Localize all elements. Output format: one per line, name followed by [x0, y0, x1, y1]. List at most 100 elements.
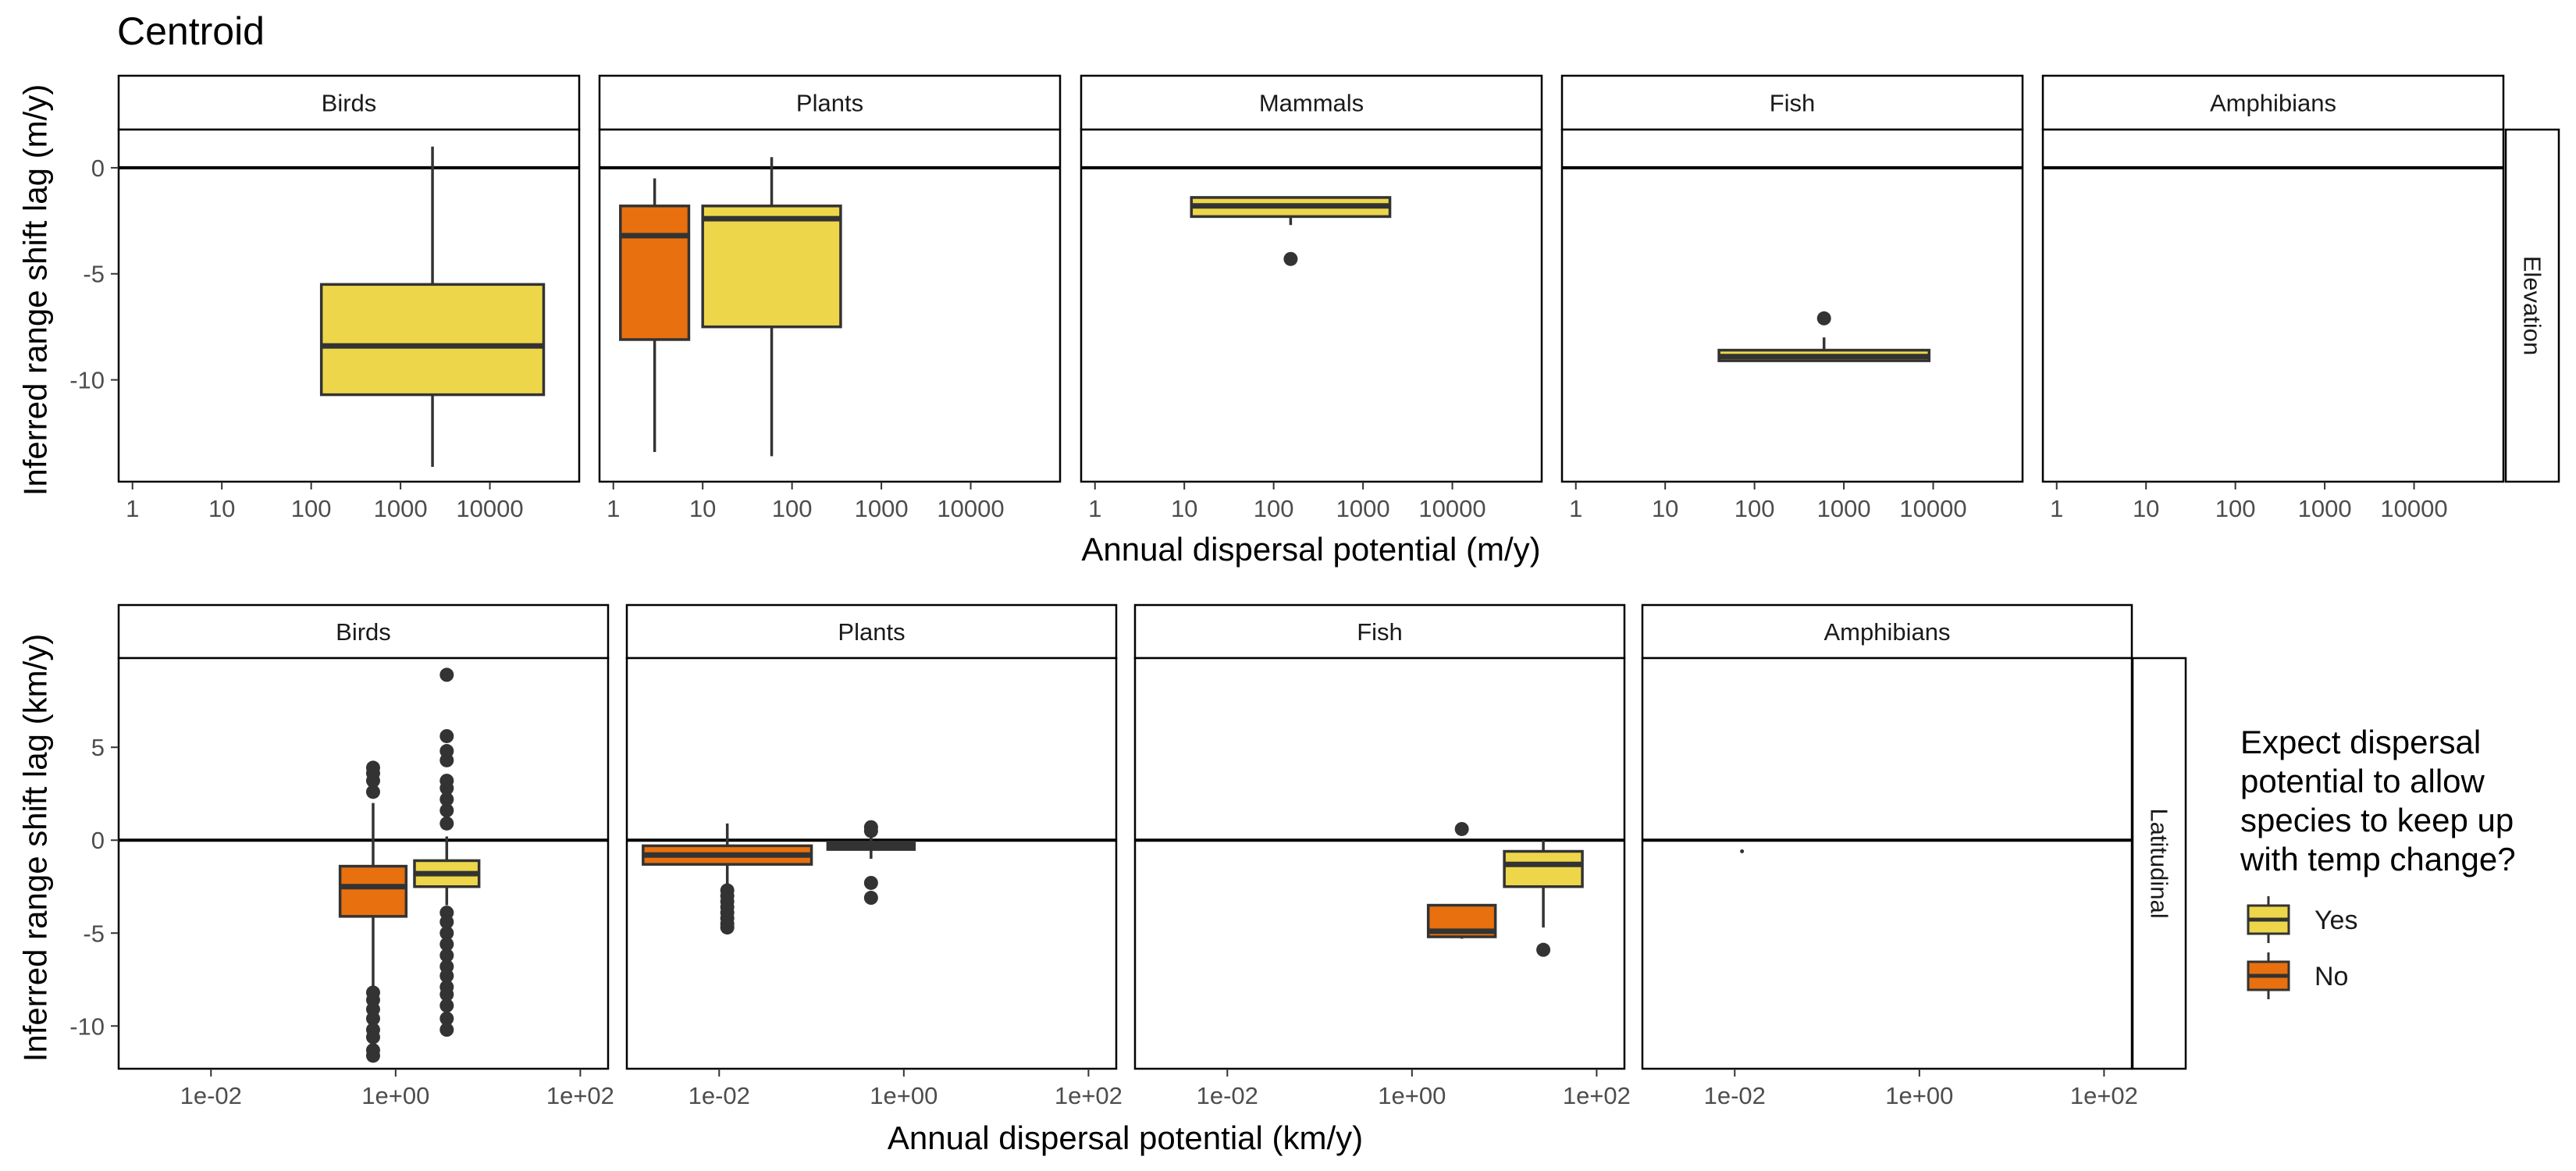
x-tick-label: 1e+00 [870, 1082, 938, 1109]
y-tick-label: -5 [83, 920, 105, 947]
outlier-point [439, 816, 454, 831]
facet-strip-label: Birds [336, 618, 391, 646]
outlier-point [1283, 251, 1298, 266]
box-yes [1190, 196, 1392, 266]
elevation-chart: Birds 1 10 100 1000 10000 0 -5 -10 Plants 1 10 100 10… [17, 74, 2560, 568]
outlier-point [439, 792, 454, 806]
outlier-point [365, 1011, 380, 1026]
outlier-point [439, 753, 454, 767]
outlier-point [439, 968, 454, 983]
x-tick-label: 1e-02 [1197, 1082, 1258, 1109]
plot-area [2041, 128, 2505, 483]
outlier-point [439, 1011, 454, 1026]
x-tick-label: 1 [607, 495, 620, 522]
x-tick-label: 1 [126, 495, 139, 522]
row-strip-label: Latitudinal [2146, 808, 2173, 918]
row-strip [2131, 657, 2187, 1070]
outlier-point [439, 781, 454, 795]
box-no [338, 760, 408, 1063]
outlier-point [365, 760, 380, 775]
x-tick-label: 1 [1088, 495, 1101, 522]
x-axis-title: Annual dispersal potential (m/y) [1081, 531, 1540, 568]
outlier-point [365, 1048, 380, 1063]
x-tick-label: 1000 [855, 495, 909, 522]
x-tick-label: 1000 [2298, 495, 2352, 522]
x-tick-label: 10 [2133, 495, 2159, 522]
outlier-point [439, 728, 454, 743]
x-tick-label: 10 [689, 495, 716, 522]
facet-strip-label: Fish [1770, 90, 1816, 117]
facet-strip [598, 74, 1062, 131]
facet-panel-plants: Plants 1e-02 1e+00 1e+02 [625, 603, 1123, 1109]
outlier-point [1816, 311, 1831, 326]
legend-title-line: species to keep up [2240, 802, 2514, 838]
facet-panel-plants: Plants 1 10 100 1000 10000 [598, 74, 1062, 522]
legend-item-label: Yes [2314, 906, 2357, 935]
plot-area [1080, 128, 1543, 483]
box-yes [319, 146, 546, 467]
figure-title: Centroid [117, 9, 265, 53]
facet-strip-label: Mammals [1259, 90, 1364, 117]
box-yes [413, 667, 481, 1038]
y-tick-label: -5 [83, 261, 105, 288]
outlier-point [439, 987, 454, 1002]
box-body [319, 283, 546, 397]
box-body [619, 205, 691, 341]
x-tick-label: 1e-02 [1704, 1082, 1766, 1109]
facet-panel-fish: Fish 1e-02 1e+00 1e+02 [1133, 603, 1631, 1109]
x-tick-label: 10000 [1418, 495, 1485, 522]
outlier-point [720, 920, 735, 935]
y-tick-label: -10 [69, 367, 105, 394]
box-body [701, 205, 842, 329]
x-tick-label: 1 [1569, 495, 1582, 522]
data-point [1740, 849, 1745, 854]
outlier-point [365, 785, 380, 799]
y-tick-label: 5 [91, 734, 105, 761]
plot-area [1560, 128, 2024, 483]
x-tick-label: 10000 [2380, 495, 2447, 522]
x-tick-label: 100 [291, 495, 332, 522]
outlier-point [439, 937, 454, 952]
outlier-point [863, 891, 878, 906]
y-axis-title: Inferred range shift lag (km/y) [17, 634, 54, 1062]
box-yes [1717, 311, 1931, 362]
facet-strip-label: Birds [322, 90, 377, 117]
x-tick-label: 10000 [456, 495, 523, 522]
x-tick-label: 1e-02 [688, 1082, 750, 1109]
box-yes [701, 157, 842, 457]
facet-panel-amphibians: Amphibians 1e-02 1e+00 1e+02 [1641, 603, 2138, 1109]
facet-strip-label: Plants [796, 90, 863, 117]
facet-strip-label: Plants [838, 618, 905, 646]
facet-strip-label: Fish [1357, 618, 1403, 646]
outlier-point [439, 667, 454, 682]
x-tick-label: 100 [772, 495, 813, 522]
legend-title-line: Expect dispersal [2240, 724, 2481, 760]
x-tick-label: 1e+00 [1378, 1082, 1446, 1109]
x-tick-label: 1000 [374, 495, 428, 522]
outlier-point [439, 803, 454, 818]
facet-panel-birds: Birds 1 10 100 1000 10000 0 -5 -10 [69, 74, 581, 522]
facet-strip-label: Amphibians [1824, 618, 1951, 646]
box-body [1503, 849, 1584, 888]
x-axis-title: Annual dispersal potential (km/y) [888, 1119, 1363, 1156]
facet-panel-mammals: Mammals 1 10 100 1000 10000 [1080, 74, 1543, 522]
latitudinal-chart: Birds 1e-02 1e+00 1e+02 5 0 -5 -10 Plants 1e-02 1e… [17, 603, 2187, 1156]
facet-panel-amphibians: Amphibians 1 10 100 1000 10000 [2041, 74, 2505, 522]
y-axis-title: Inferred range shift lag (m/y) [17, 84, 54, 497]
x-tick-label: 1000 [1336, 495, 1390, 522]
box-yes [1503, 840, 1584, 957]
outlier-point [439, 1023, 454, 1038]
facet-strip [2041, 74, 2505, 131]
y-tick-label: 0 [91, 827, 105, 854]
facet-strip [1133, 603, 1626, 660]
plot-area [117, 657, 610, 1070]
row-strip-label: Elevation [2519, 256, 2546, 356]
legend-title-line: with temp change? [2240, 841, 2516, 877]
x-tick-label: 1000 [1817, 495, 1871, 522]
facet-panel-fish: Fish 1 10 100 1000 10000 [1560, 74, 2024, 522]
facet-strip [117, 74, 581, 131]
x-tick-label: 100 [1735, 495, 1775, 522]
x-tick-label: 100 [1254, 495, 1294, 522]
legend-item-yes: Yes [2247, 896, 2357, 943]
